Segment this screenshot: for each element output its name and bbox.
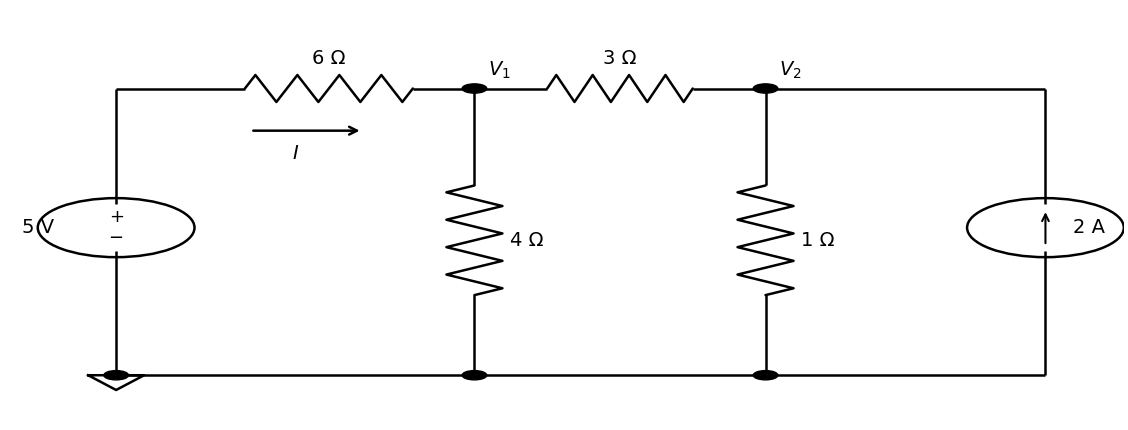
Text: 6 Ω: 6 Ω (312, 49, 345, 68)
Text: $V_1$: $V_1$ (488, 60, 511, 81)
Circle shape (104, 371, 129, 380)
Text: 3 Ω: 3 Ω (603, 49, 636, 68)
Text: 5 V: 5 V (23, 218, 54, 237)
Text: +: + (108, 208, 124, 226)
Text: −: − (108, 229, 124, 247)
Text: $I$: $I$ (292, 144, 299, 163)
Text: 2 A: 2 A (1074, 218, 1105, 237)
Circle shape (462, 84, 487, 93)
Circle shape (462, 371, 487, 380)
Text: 4 Ω: 4 Ω (510, 231, 544, 250)
Text: $V_2$: $V_2$ (779, 60, 802, 81)
Circle shape (754, 371, 778, 380)
Circle shape (754, 84, 778, 93)
Text: 1 Ω: 1 Ω (801, 231, 835, 250)
